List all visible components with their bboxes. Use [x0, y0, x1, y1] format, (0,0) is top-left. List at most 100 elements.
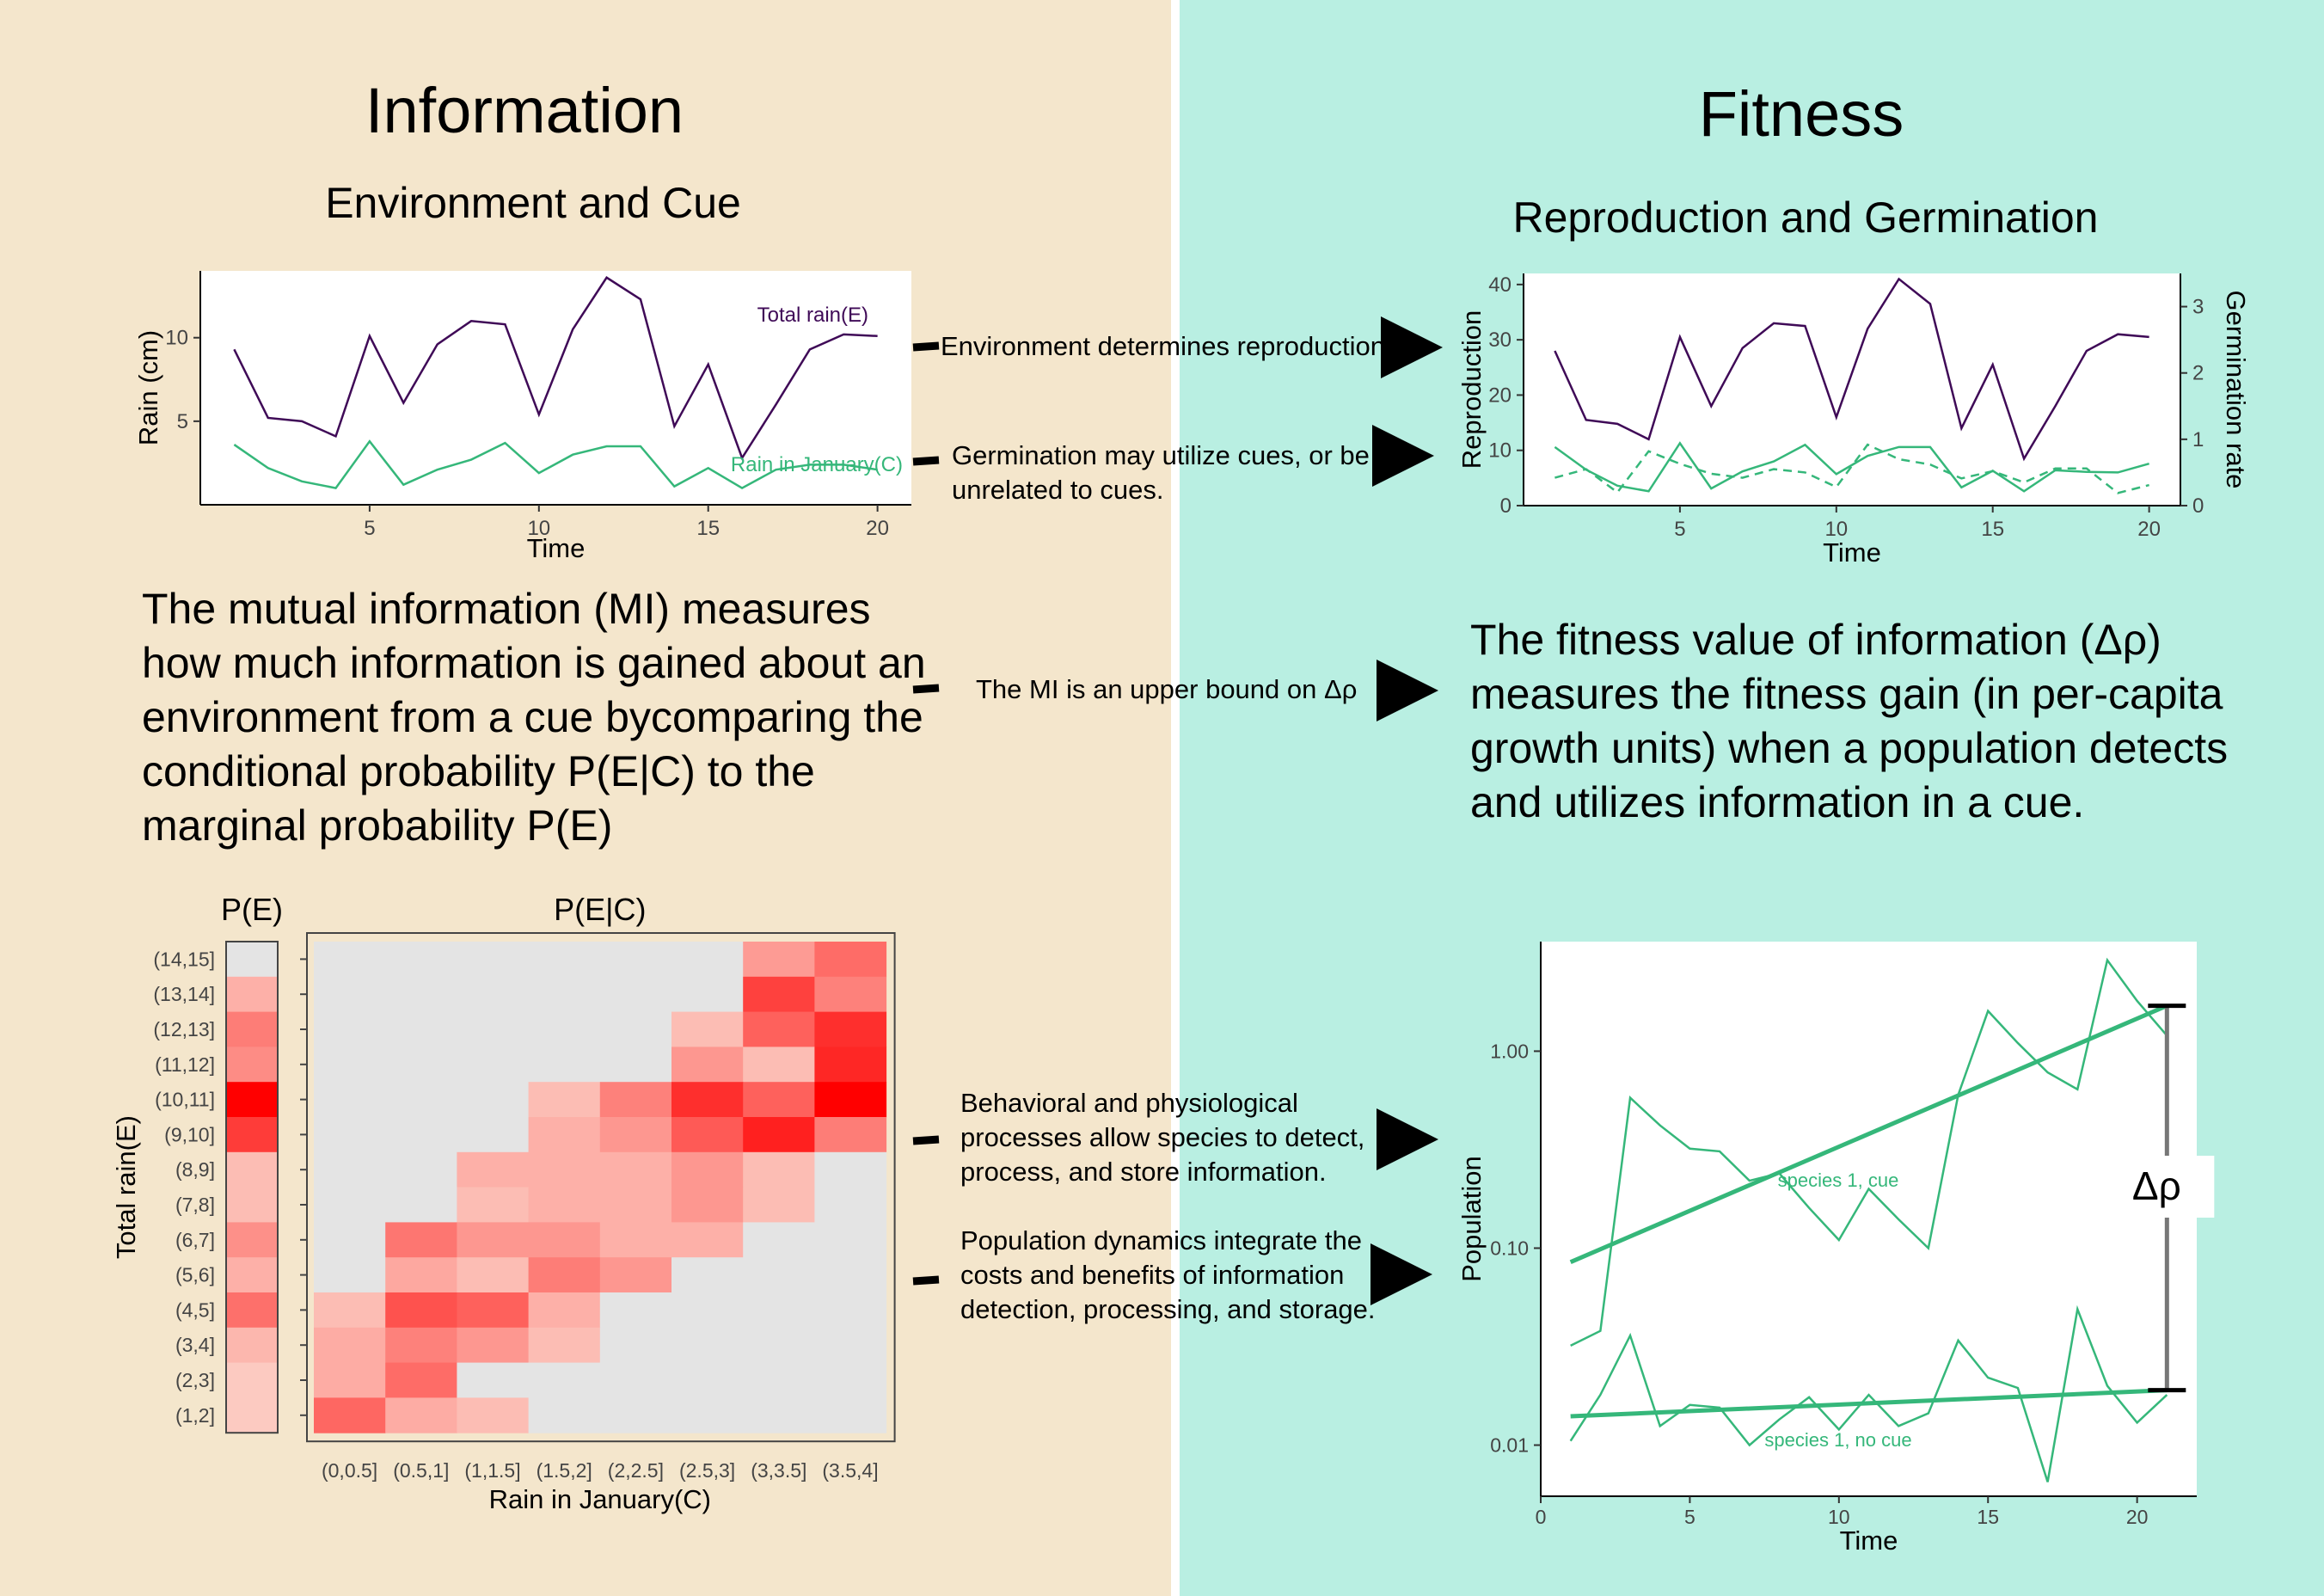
pec-column-label: (3,3.5] — [751, 1459, 806, 1482]
pec-cell — [671, 1362, 744, 1398]
pec-cell — [528, 1292, 601, 1329]
population-y-tick-label: 0.10 — [1490, 1237, 1529, 1259]
pec-cell — [385, 1117, 457, 1153]
pe-cell — [226, 1362, 278, 1398]
rain-series-line-1 — [233, 439, 878, 490]
population-x-tick-label: 0 — [1536, 1506, 1547, 1528]
rain-series-line-0 — [233, 276, 878, 461]
population-x-tick-label: 15 — [1977, 1506, 1999, 1528]
pec-column-label: (0,0.5] — [322, 1459, 377, 1482]
pec-cell — [743, 1187, 815, 1223]
behavioral-processes-label: Behavioral and physiological processes a… — [960, 1088, 1365, 1187]
pec-cell — [599, 1397, 672, 1433]
germination-y-tick-label: 0 — [2192, 494, 2204, 518]
pec-cell — [743, 1222, 815, 1258]
pec-cell — [671, 942, 744, 978]
pec-cell — [599, 942, 672, 978]
pec-cell — [528, 1187, 601, 1223]
pec-cell — [528, 1327, 601, 1364]
pec-cell — [385, 1257, 457, 1293]
pec-cell — [599, 1292, 672, 1329]
pec-cell — [457, 1187, 530, 1223]
reproduction-x-tick-label: 10 — [1824, 518, 1848, 541]
population-y-tick-label: 1.00 — [1490, 1040, 1529, 1062]
pec-cell — [743, 1117, 815, 1153]
pec-cell — [528, 1222, 601, 1258]
reproduction-y-tick-label: 30 — [1488, 328, 1512, 352]
total-rain-label: Total rain(E) — [757, 304, 868, 327]
pec-cell — [314, 1187, 386, 1223]
reproduction-y-tick-label: 40 — [1488, 273, 1512, 297]
pec-cell — [599, 1327, 672, 1364]
reproduction-y-tick-label: 10 — [1488, 439, 1512, 463]
pec-cell — [671, 1151, 744, 1188]
pe-y-axis-title: Total rain(E) — [111, 1115, 141, 1259]
pec-cell — [814, 1362, 887, 1398]
pe-cell — [226, 1222, 278, 1258]
population-series-line-1 — [1569, 1304, 2168, 1482]
pec-column-label: (2.5,3] — [679, 1459, 735, 1482]
pe-cell — [226, 1257, 278, 1293]
pec-cell — [671, 1257, 744, 1293]
pec-cell — [314, 1117, 386, 1153]
environment-reproduction-label: Environment determines reproduction — [941, 331, 1385, 361]
population-x-tick-label: 20 — [2126, 1506, 2149, 1528]
pec-cell — [599, 1362, 672, 1398]
pec-cell — [528, 1011, 601, 1047]
environment-cue-subtitle: Environment and Cue — [325, 179, 741, 227]
pec-cell — [814, 1047, 887, 1083]
pec-cell — [743, 976, 815, 1013]
rain-x-tick-label: 15 — [696, 517, 720, 540]
pec-cell — [385, 1362, 457, 1398]
pec-cell — [814, 1257, 887, 1293]
pe-cell — [226, 1011, 278, 1047]
pec-cell — [385, 1151, 457, 1188]
population-y-tick-label: 0.01 — [1490, 1434, 1529, 1457]
pe-row-label: (7,8] — [175, 1194, 215, 1216]
pe-row-label: (5,6] — [175, 1264, 215, 1286]
pe-frame — [225, 941, 279, 1434]
population-series-line-2 — [1569, 1004, 2168, 1264]
pec-cell — [314, 1397, 386, 1433]
population-y-axis-title: Population — [1456, 1156, 1487, 1282]
population-x-tick-label: 5 — [1684, 1506, 1695, 1528]
pec-cell — [743, 1257, 815, 1293]
pe-row-label: (12,13] — [153, 1018, 215, 1040]
pec-cell — [528, 1257, 601, 1293]
pec-cell — [528, 1362, 601, 1398]
pec-cell — [671, 1187, 744, 1223]
pe-cell — [226, 1117, 278, 1153]
pec-column-label: (1.5,2] — [537, 1459, 592, 1482]
pec-cell — [528, 976, 601, 1013]
pec-cell — [743, 1082, 815, 1118]
pec-cell — [743, 1151, 815, 1188]
pec-cell — [599, 1117, 672, 1153]
pec-cell — [457, 1222, 530, 1258]
pec-cell — [314, 1327, 386, 1364]
pec-title: P(E|C) — [554, 892, 646, 927]
pec-cell — [385, 1082, 457, 1118]
pec-column-label: (1,1.5] — [464, 1459, 520, 1482]
fitness-title: Fitness — [1698, 78, 1904, 150]
reproduction-series-line-1 — [1554, 441, 2149, 493]
population-dynamics-label: Population dynamics integrate the costs … — [960, 1225, 1376, 1324]
population-series-line-3 — [1570, 1388, 2168, 1419]
mi-upper-bound-label: The MI is an upper bound on Δρ — [976, 674, 1358, 704]
pe-cell — [226, 976, 278, 1013]
reproduction-x-tick-label: 5 — [1674, 518, 1685, 541]
pec-cell — [528, 1047, 601, 1083]
pec-cell — [743, 1047, 815, 1083]
pe-cell — [226, 1292, 278, 1329]
pec-cell — [314, 942, 386, 978]
pe-cell — [226, 1047, 278, 1083]
pec-cell — [457, 1257, 530, 1293]
pec-cell — [457, 1292, 530, 1329]
pec-column-label: (0.5,1] — [393, 1459, 449, 1482]
pec-cell — [671, 1397, 744, 1433]
pec-cell — [671, 1292, 744, 1329]
pec-cell — [314, 1362, 386, 1398]
pec-cell — [314, 1257, 386, 1293]
pec-cell — [457, 1011, 530, 1047]
